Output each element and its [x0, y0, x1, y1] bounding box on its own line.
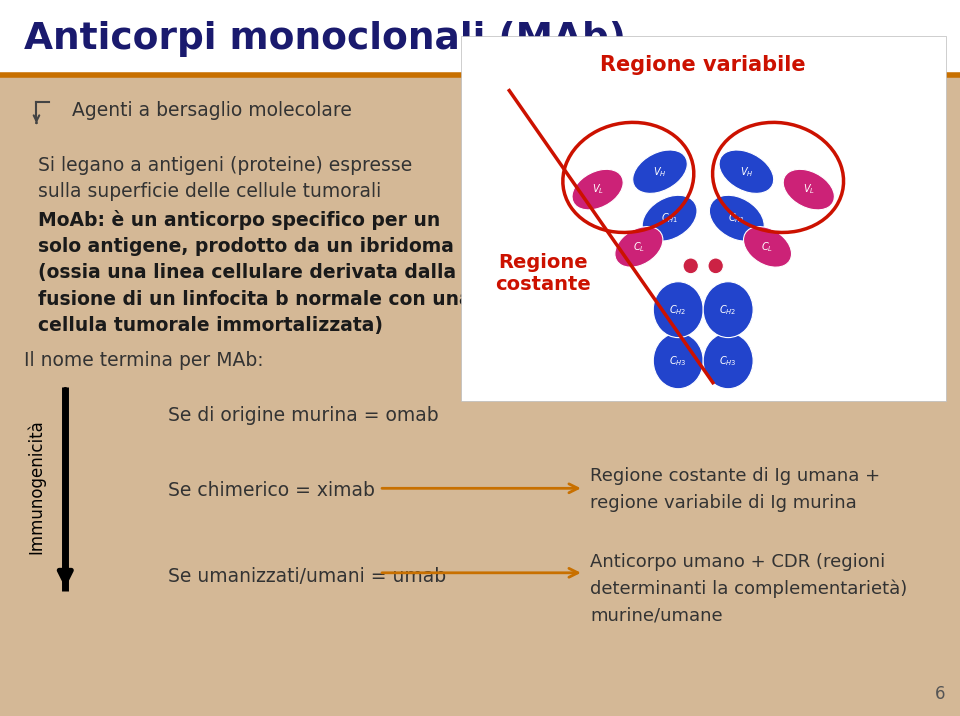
Text: Agenti a bersaglio molecolare: Agenti a bersaglio molecolare: [72, 102, 352, 120]
Ellipse shape: [614, 226, 663, 267]
Text: Se chimerico = ximab: Se chimerico = ximab: [168, 481, 374, 500]
Ellipse shape: [633, 150, 687, 193]
Ellipse shape: [783, 169, 834, 210]
Text: Immunogenicità: Immunogenicità: [27, 420, 46, 554]
Text: sulla superficie delle cellule tumorali: sulla superficie delle cellule tumorali: [38, 182, 382, 200]
Text: (ossia una linea cellulare derivata dalla: (ossia una linea cellulare derivata dall…: [38, 263, 457, 282]
Ellipse shape: [653, 282, 703, 338]
Text: $V_H$: $V_H$: [739, 165, 754, 178]
Text: $C_{H3}$: $C_{H3}$: [719, 354, 737, 368]
Text: Il nome termina per MAb:: Il nome termina per MAb:: [24, 351, 264, 369]
Text: $C_{H1}$: $C_{H1}$: [728, 211, 746, 225]
Ellipse shape: [572, 169, 623, 210]
Text: $C_{H1}$: $C_{H1}$: [660, 211, 679, 225]
Ellipse shape: [708, 258, 723, 274]
FancyBboxPatch shape: [0, 0, 960, 75]
Text: regione variabile di Ig murina: regione variabile di Ig murina: [590, 493, 857, 512]
Text: $C_L$: $C_L$: [633, 240, 645, 253]
Text: $V_L$: $V_L$: [591, 183, 604, 196]
Ellipse shape: [719, 150, 774, 193]
Ellipse shape: [743, 226, 792, 267]
FancyBboxPatch shape: [461, 36, 946, 401]
Ellipse shape: [703, 333, 753, 389]
Text: murine/umane: murine/umane: [590, 606, 723, 624]
Text: Regione costante di Ig umana +: Regione costante di Ig umana +: [590, 467, 880, 485]
Text: Regione variabile: Regione variabile: [600, 55, 806, 75]
Text: $C_{H2}$: $C_{H2}$: [719, 303, 737, 316]
Text: Regione
costante: Regione costante: [495, 253, 591, 294]
Text: $V_H$: $V_H$: [653, 165, 667, 178]
Text: 6: 6: [935, 685, 946, 703]
Ellipse shape: [642, 195, 697, 241]
Text: $C_{H2}$: $C_{H2}$: [669, 303, 687, 316]
Ellipse shape: [703, 282, 753, 338]
Text: $V_L$: $V_L$: [803, 183, 815, 196]
Text: Si legano a antigeni (proteine) espresse: Si legano a antigeni (proteine) espresse: [38, 156, 413, 175]
Text: MoAb: è un anticorpo specifico per un: MoAb: è un anticorpo specifico per un: [38, 210, 441, 230]
Text: fusione di un linfocita b normale con una: fusione di un linfocita b normale con un…: [38, 290, 472, 309]
Text: Anticorpi monoclonali (MAb): Anticorpi monoclonali (MAb): [24, 21, 626, 57]
Text: $C_{H3}$: $C_{H3}$: [669, 354, 687, 368]
Text: Se di origine murina = omab: Se di origine murina = omab: [168, 406, 439, 425]
Text: cellula tumorale immortalizzata): cellula tumorale immortalizzata): [38, 316, 383, 335]
Text: $C_L$: $C_L$: [761, 240, 774, 253]
Text: Se umanizzati/umani = umab: Se umanizzati/umani = umab: [168, 567, 446, 586]
Ellipse shape: [709, 195, 764, 241]
Ellipse shape: [683, 258, 698, 274]
Text: determinanti la complementarietà): determinanti la complementarietà): [590, 579, 907, 598]
Ellipse shape: [653, 333, 703, 389]
Text: solo antigene, prodotto da un ibridoma B: solo antigene, prodotto da un ibridoma B: [38, 237, 475, 256]
Text: Anticorpo umano + CDR (regioni: Anticorpo umano + CDR (regioni: [590, 553, 886, 571]
